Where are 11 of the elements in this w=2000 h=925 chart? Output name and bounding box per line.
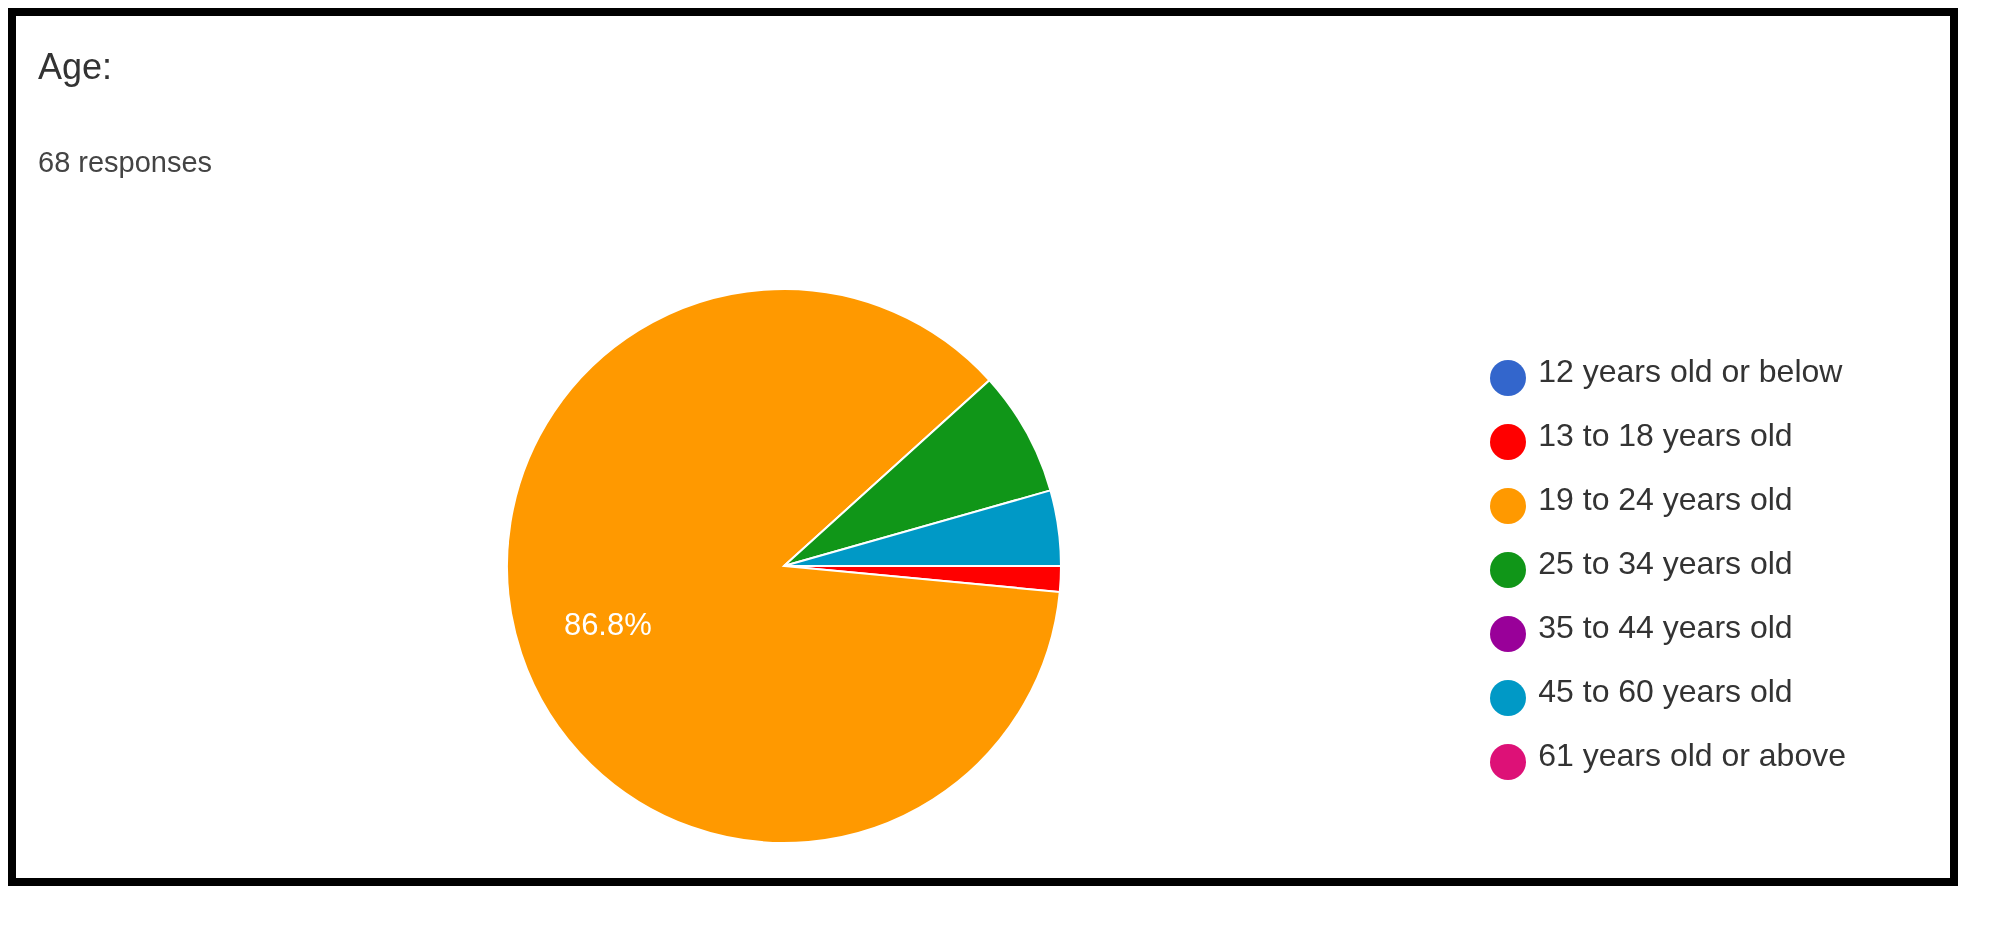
legend-label: 19 to 24 years old	[1538, 481, 1793, 517]
legend-label: 12 years old or below	[1538, 353, 1843, 389]
legend-label: 45 to 60 years old	[1538, 673, 1793, 709]
text: 68 responses	[38, 146, 213, 179]
data-label: 86.8%	[563, 606, 652, 642]
legend-label: 35 to 44 years old	[1538, 609, 1793, 645]
text: Age:	[38, 46, 113, 88]
pie-slice	[506, 288, 1061, 844]
legend-label: 25 to 34 years old	[1538, 545, 1793, 581]
legend-label: 13 to 18 years old	[1538, 417, 1793, 453]
legend-label: 61 years old or above	[1538, 737, 1846, 773]
